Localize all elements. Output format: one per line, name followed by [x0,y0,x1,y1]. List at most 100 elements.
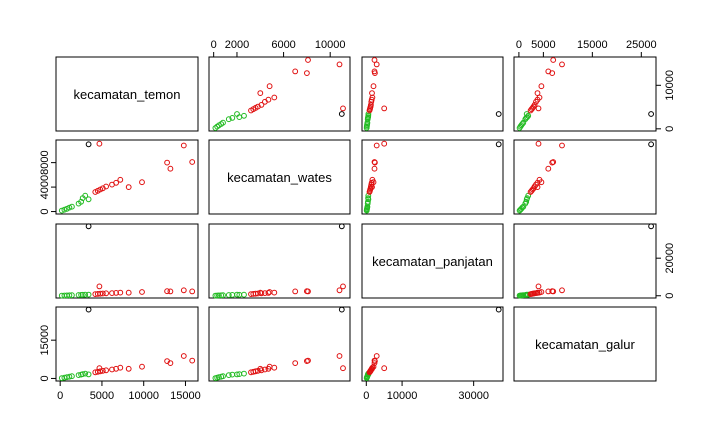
data-point-19 [538,83,545,90]
data-point-20 [164,159,171,166]
panel-frame-kecamatan_temon-kecamatan_wates [208,56,351,132]
data-point-19 [139,289,145,295]
data-point-7 [79,371,86,378]
data-point-25 [535,283,542,290]
data-point-16 [113,179,119,186]
data-point-5 [75,292,82,298]
data-point-19 [538,289,545,295]
data-point-12 [97,368,104,375]
data-point-9 [523,111,530,117]
data-point-8 [82,291,89,298]
data-point-3 [66,204,73,211]
data-point-21 [371,165,378,172]
data-point-4 [220,292,226,299]
data-point-24 [338,223,345,230]
data-point-22 [373,353,380,359]
data-point-23 [550,159,557,165]
data-point-6 [229,292,236,298]
data-point-23 [305,57,311,63]
data-point-3 [519,204,526,211]
data-point-19 [370,179,377,186]
data-point-23 [550,57,557,63]
tick-label: 0 [363,390,369,402]
data-point-22 [336,287,343,294]
data-point-8 [365,192,372,199]
data-point-9 [234,371,240,378]
data-point-25 [96,365,103,372]
data-point-18 [534,184,541,191]
data-point-24 [495,306,502,313]
tick-label: 0 [211,39,217,51]
data-point-18 [125,365,132,372]
data-point-9 [234,111,240,117]
data-point-14 [103,367,109,374]
tick-label: 5000 [90,390,114,402]
data-point-7 [79,291,86,298]
data-point-18 [369,90,375,96]
data-point-4 [69,373,75,380]
data-point-17 [271,364,278,371]
data-point-18 [125,289,132,296]
data-point-3 [218,292,225,299]
data-point-4 [220,119,226,126]
data-point-6 [523,198,530,205]
tick-label: 15000 [577,39,608,51]
data-point-16 [113,290,119,296]
data-point-22 [180,353,187,359]
data-point-13 [99,290,106,297]
data-point-22 [559,287,565,294]
data-point-23 [189,288,196,295]
data-point-25 [381,140,388,147]
data-point-25 [381,365,388,372]
data-point-8 [241,291,247,298]
data-point-21 [371,360,378,367]
tick-label: 20000 [664,243,676,274]
data-point-22 [336,61,343,68]
variable-label-kecamatan_temon: kecamatan_temon [74,87,181,102]
tick-label: 2000 [225,39,249,51]
tick-label: 0 [39,208,51,214]
data-point-15 [109,366,115,373]
data-point-5 [225,372,232,379]
data-point-24 [648,223,654,230]
data-point-5 [225,116,232,123]
data-point-24 [648,111,654,117]
data-point-18 [257,365,264,372]
panel-frame-kecamatan_galur-kecamatan_temon [55,306,199,382]
data-point-22 [180,142,187,149]
data-point-8 [82,192,89,199]
data-point-17 [271,94,278,101]
data-point-21 [292,68,299,75]
tick-label: 0 [664,293,676,299]
tick-label: 10000 [315,39,346,51]
panel-frame-kecamatan_wates-kecamatan_wates [208,139,351,215]
data-point-24 [495,141,502,148]
data-point-25 [96,140,103,147]
data-point-23 [189,159,196,165]
data-point-16 [265,96,272,103]
data-point-22 [559,61,565,68]
data-point-22 [180,287,187,294]
data-point-19 [370,83,377,90]
panel-frame-kecamatan_panjatan-kecamatan_wates [208,223,351,299]
data-point-14 [103,183,109,190]
data-point-14 [258,102,265,108]
data-point-8 [241,370,247,377]
data-point-14 [258,367,265,374]
data-point-9 [85,196,92,203]
data-point-6 [365,198,371,205]
tick-label: 6000 [271,39,295,51]
tick-label: 0 [39,375,51,381]
panel-frame-kecamatan_wates-kecamatan_temon [55,139,199,215]
data-point-24 [85,141,92,148]
variable-label-kecamatan_wates: kecamatan_wates [227,170,332,185]
panel-frame-kecamatan_temon-kecamatan_temon [55,56,199,132]
data-point-9 [234,291,240,298]
data-point-23 [305,357,311,364]
data-point-25 [535,105,542,112]
data-point-23 [371,159,378,165]
data-point-6 [229,115,236,121]
data-point-25 [340,283,346,290]
tick-label: 10000 [128,390,159,402]
data-point-9 [365,196,372,203]
